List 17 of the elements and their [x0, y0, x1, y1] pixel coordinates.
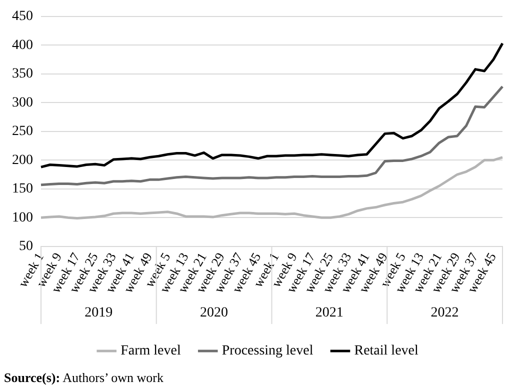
y-tick-label: 100 [12, 210, 33, 226]
y-tick-label: 350 [12, 66, 33, 82]
legend-label: Processing level [222, 344, 314, 359]
y-tick-label: 200 [12, 152, 33, 168]
legend-label: Farm level [120, 344, 181, 359]
text: 2020 [200, 306, 228, 321]
y-tick-label: 400 [12, 38, 33, 53]
text: 2022 [430, 306, 459, 321]
text: 2019 [84, 306, 113, 321]
y-tick-label: 450 [12, 9, 33, 24]
y-tick-label: 250 [12, 124, 33, 140]
y-tick-label: 300 [12, 95, 33, 110]
y-tick-label: 150 [12, 182, 33, 197]
text: 2021 [315, 306, 344, 321]
source-note: Source(s): Authors’ own work [3, 369, 164, 387]
legend-label: Retail level [354, 344, 418, 359]
y-tick-label: 50 [19, 239, 33, 254]
